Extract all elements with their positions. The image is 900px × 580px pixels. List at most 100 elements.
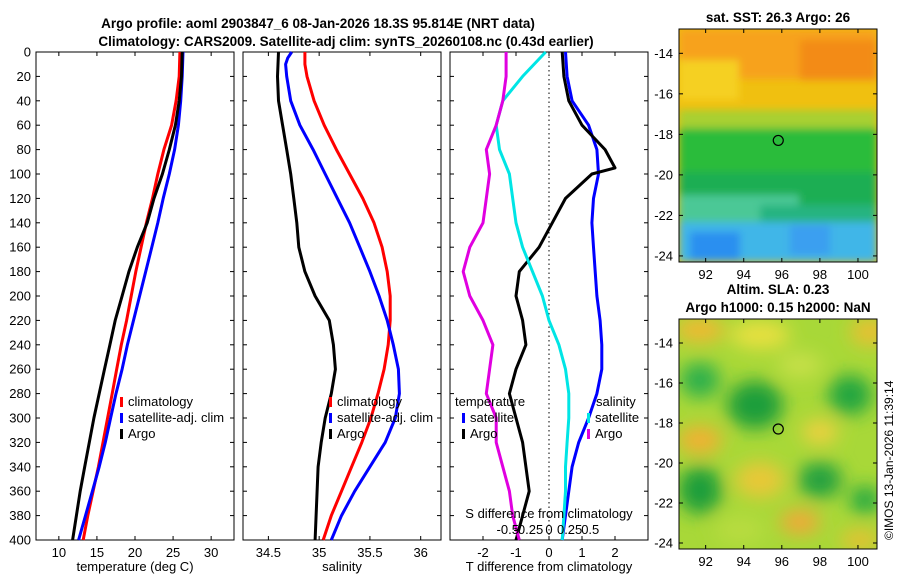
x-tick-label: 36 xyxy=(413,545,427,560)
difference-series-line-t-argo xyxy=(507,51,617,541)
x-tick-label: 30 xyxy=(204,545,218,560)
y-tick-label: 40 xyxy=(17,93,31,108)
difference-series-line-s-argo xyxy=(461,52,521,541)
y-tick-label: 280 xyxy=(9,386,31,401)
x-tick-label: 20 xyxy=(128,545,142,560)
temperature-series-line-argo xyxy=(71,51,184,541)
legend-s-argo: Argo xyxy=(595,426,622,441)
difference-top-axis-label: S difference from climatology xyxy=(465,506,633,521)
s-diff-tick-label: 0.5 xyxy=(581,522,599,537)
temperature-panel: 10 15 20 25 30020406080100120140160180200220… xyxy=(9,45,235,574)
map-x-tick-label: 94 xyxy=(736,554,750,569)
map-y-tick-label: -20 xyxy=(654,456,673,471)
y-tick-label: 180 xyxy=(9,264,31,279)
y-tick-label: 380 xyxy=(9,508,31,523)
sla-heatmap xyxy=(679,319,877,549)
sla-map-title-line1: Altim. SLA: 0.23 xyxy=(727,282,830,297)
sst-map-title: sat. SST: 26.3 Argo: 26 xyxy=(706,10,851,25)
y-tick-label: 60 xyxy=(17,118,31,133)
s-diff-tick-label: -0.25 xyxy=(514,522,544,537)
sst-map-panel: sat. SST: 26.3 Argo: 26 92 94 96 98 100 -14 -1… xyxy=(654,10,878,282)
s-diff-tick-label: 0.25 xyxy=(557,522,582,537)
legend-swatch-s-satellite xyxy=(587,413,590,423)
map-y-tick-label: -22 xyxy=(654,496,673,511)
x-tick-label: 10 xyxy=(52,545,66,560)
map-y-tick-label: -16 xyxy=(654,86,673,101)
legend-swatch-climatology xyxy=(329,397,332,407)
s-diff-tick-label: -0.5 xyxy=(497,522,519,537)
temperature-axes-frame xyxy=(35,51,235,541)
x-tick-label: 0 xyxy=(545,545,552,560)
x-tick-label: 25 xyxy=(166,545,180,560)
figure-title-line1: Argo profile: aoml 2903847_6 08-Jan-2026… xyxy=(101,16,535,31)
legend-salinity-title: salinity xyxy=(596,394,636,409)
y-tick-label: 100 xyxy=(9,167,31,182)
y-tick-label: 360 xyxy=(9,484,31,499)
temperature-xlabel: temperature (deg C) xyxy=(76,559,193,574)
legend-swatch-satellite xyxy=(329,413,332,423)
y-tick-label: 240 xyxy=(9,337,31,352)
salinity-axes-frame xyxy=(242,51,442,541)
map-y-tick-label: -14 xyxy=(654,336,673,351)
salinity-legend-satellite: satellite-adj. clim xyxy=(337,410,433,425)
y-tick-label: 320 xyxy=(9,435,31,450)
map-y-tick-label: -22 xyxy=(654,208,673,223)
map-y-tick-label: -24 xyxy=(654,536,673,551)
sst-map-frame xyxy=(678,28,878,263)
salinity-legend-argo: Argo xyxy=(337,426,364,441)
sla-map-title-line2: Argo h1000: 0.15 h2000: NaN xyxy=(685,300,870,315)
temperature-legend-argo: Argo xyxy=(128,426,155,441)
y-tick-label: 80 xyxy=(17,142,31,157)
map-x-tick-label: 92 xyxy=(698,267,712,282)
s-diff-tick-label: 0 xyxy=(545,522,552,537)
salinity-legend-climatology: climatology xyxy=(337,394,403,409)
x-tick-label: 1 xyxy=(578,545,585,560)
salinity-series-line-argo xyxy=(276,51,337,541)
x-tick-label: -1 xyxy=(510,545,522,560)
legend-s-satellite: satellite xyxy=(595,410,639,425)
sla-map-frame xyxy=(678,318,878,550)
map-y-tick-label: -24 xyxy=(654,248,673,263)
map-x-tick-label: 100 xyxy=(847,267,869,282)
y-tick-label: 120 xyxy=(9,191,31,206)
legend-t-argo: Argo xyxy=(470,426,497,441)
figure-title-line2: Climatology: CARS2009. Satellite-adj cli… xyxy=(98,34,593,49)
x-tick-label: 2 xyxy=(611,545,618,560)
legend-swatch-climatology xyxy=(120,397,123,407)
sla-profile-marker xyxy=(772,423,784,435)
map-x-tick-label: 92 xyxy=(698,554,712,569)
salinity-series-line-satellite-adj-clim xyxy=(284,51,401,541)
map-y-tick-label: -18 xyxy=(654,416,673,431)
map-x-tick-label: 100 xyxy=(847,554,869,569)
legend-temperature-title: temperature xyxy=(455,394,525,409)
map-x-tick-label: 94 xyxy=(736,267,750,282)
map-y-tick-label: -14 xyxy=(654,46,673,61)
legend-swatch-satellite xyxy=(120,413,123,423)
y-tick-label: 140 xyxy=(9,215,31,230)
legend-t-satellite: satellite xyxy=(470,410,514,425)
map-x-tick-label: 98 xyxy=(813,267,827,282)
legend-swatch-argo xyxy=(329,429,332,439)
x-tick-label: 35 xyxy=(312,545,326,560)
x-tick-label: -2 xyxy=(477,545,489,560)
imos-watermark: ©IMOS 13-Jan-2026 11:39:14 xyxy=(882,380,896,540)
difference-xlabel: T difference from climatology xyxy=(466,559,633,574)
y-tick-label: 260 xyxy=(9,362,31,377)
sst-profile-marker xyxy=(772,134,784,147)
legend-swatch-argo xyxy=(120,429,123,439)
temperature-legend-satellite: satellite-adj. clim xyxy=(128,410,224,425)
map-y-tick-label: -16 xyxy=(654,376,673,391)
temperature-series-line-satellite-adj-clim xyxy=(77,51,185,541)
y-tick-label: 300 xyxy=(9,411,31,426)
map-x-tick-label: 96 xyxy=(775,554,789,569)
y-tick-label: 20 xyxy=(17,69,31,84)
salinity-series-line-climatology xyxy=(303,52,392,541)
y-tick-label: 160 xyxy=(9,240,31,255)
difference-legend: temperature satellite Argo salinity sate… xyxy=(455,394,639,441)
x-tick-label: 15 xyxy=(90,545,104,560)
difference-series-line-s-satellite xyxy=(494,50,571,541)
y-tick-label: 200 xyxy=(9,289,31,304)
map-x-tick-label: 96 xyxy=(775,267,789,282)
temperature-legend-climatology: climatology xyxy=(128,394,194,409)
